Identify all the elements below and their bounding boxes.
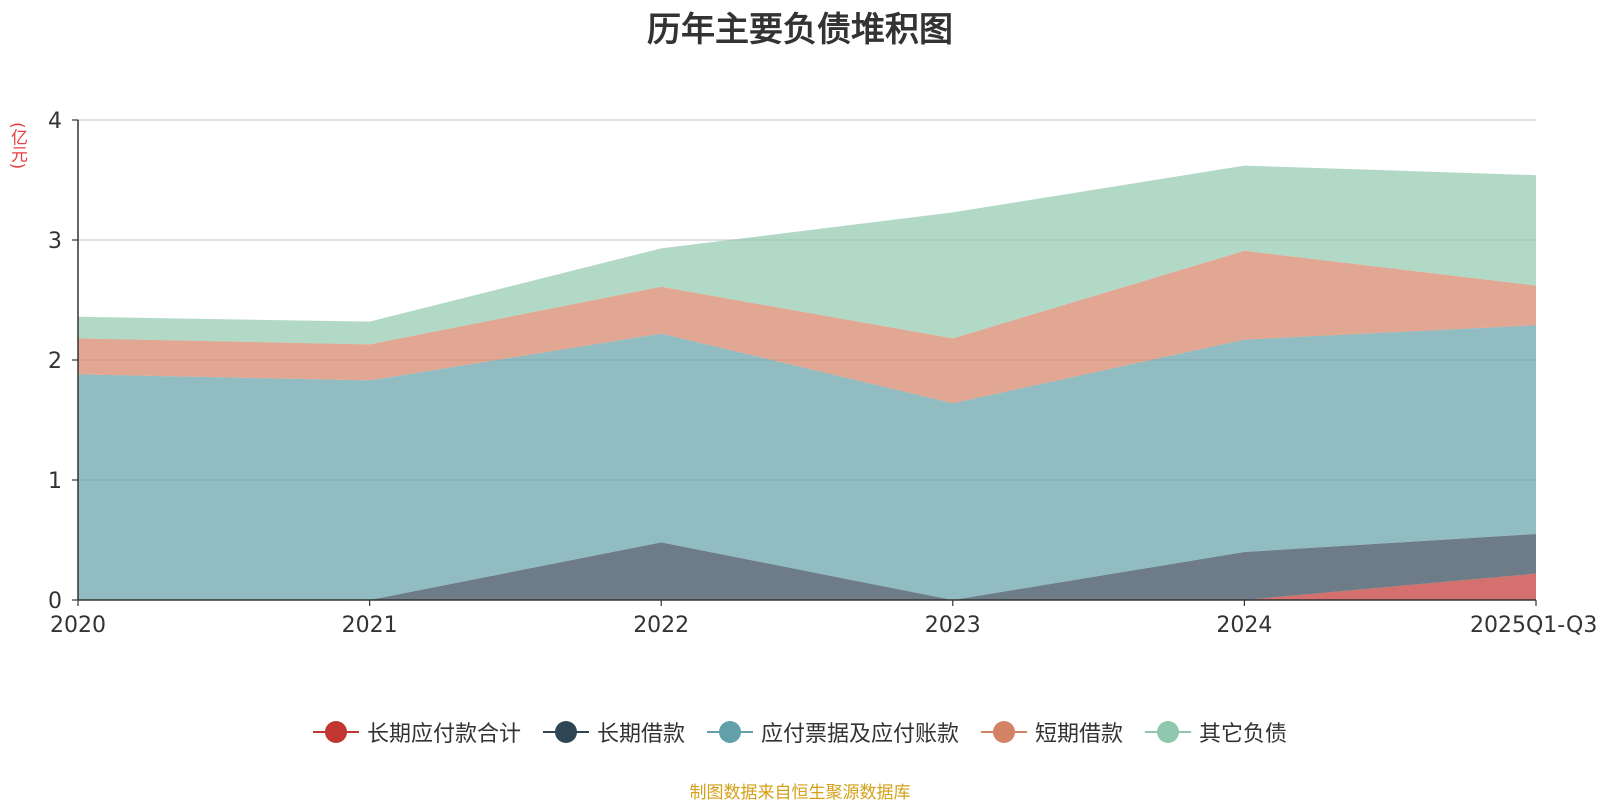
- area-series: [78, 534, 1536, 600]
- legend-marker-icon: [706, 720, 753, 744]
- chart-title: 历年主要负债堆积图: [647, 10, 953, 50]
- legend-label: 长期借款: [596, 722, 685, 747]
- legend: 长期应付款合计 长期借款 应付票据及应付账款 短期借款 其它负债: [0, 716, 1600, 748]
- y-tick-label: 4: [48, 109, 62, 134]
- legend-marker-icon: [1145, 720, 1192, 744]
- source-note: 制图数据来自恒生聚源数据库: [689, 783, 911, 803]
- area-series: [78, 573, 1536, 600]
- x-tick-label: 2021: [342, 613, 398, 638]
- x-tick-label: 2024: [1216, 613, 1272, 638]
- x-tick-label: 2025Q1-Q3: [1470, 613, 1597, 638]
- legend-item[interactable]: 应付票据及应付账款: [706, 716, 959, 748]
- y-tick-label: 2: [48, 349, 62, 374]
- area-series: [78, 165, 1536, 345]
- axes: [72, 119, 1537, 606]
- y-tick-label: 1: [48, 469, 62, 494]
- legend-item[interactable]: 短期借款: [981, 716, 1123, 748]
- legend-item[interactable]: 长期应付款合计: [312, 716, 521, 748]
- legend-label: 应付票据及应付账款: [760, 722, 959, 747]
- x-tick-label: 2022: [633, 613, 689, 638]
- tick-labels: 0 1 2 3 4 2020 2021 2022 2023 2024 2025Q1-Q3: [48, 109, 1597, 638]
- y-tick-label: 0: [48, 589, 62, 614]
- y-axis-unit-label: (亿元): [7, 122, 27, 170]
- legend-item[interactable]: 其它负债: [1145, 716, 1287, 748]
- stacked-area-chart: 0 1 2 3 4 2020 2021 2022 2023 2024 2025Q1-Q3: [48, 109, 1597, 638]
- legend-label: 短期借款: [1035, 722, 1124, 747]
- area-series: [78, 250, 1536, 404]
- x-tick-label: 2020: [50, 613, 106, 638]
- legend-label: 其它负债: [1199, 722, 1288, 747]
- area-series: [78, 325, 1536, 600]
- legend-marker-icon: [312, 720, 359, 744]
- legend-marker-icon: [981, 720, 1027, 744]
- legend-item[interactable]: 长期借款: [542, 716, 685, 748]
- area-series-layer: [78, 165, 1536, 600]
- legend-label: 长期应付款合计: [366, 722, 521, 747]
- y-tick-label: 3: [48, 229, 62, 254]
- x-tick-label: 2023: [925, 613, 981, 638]
- legend-marker-icon: [542, 720, 589, 744]
